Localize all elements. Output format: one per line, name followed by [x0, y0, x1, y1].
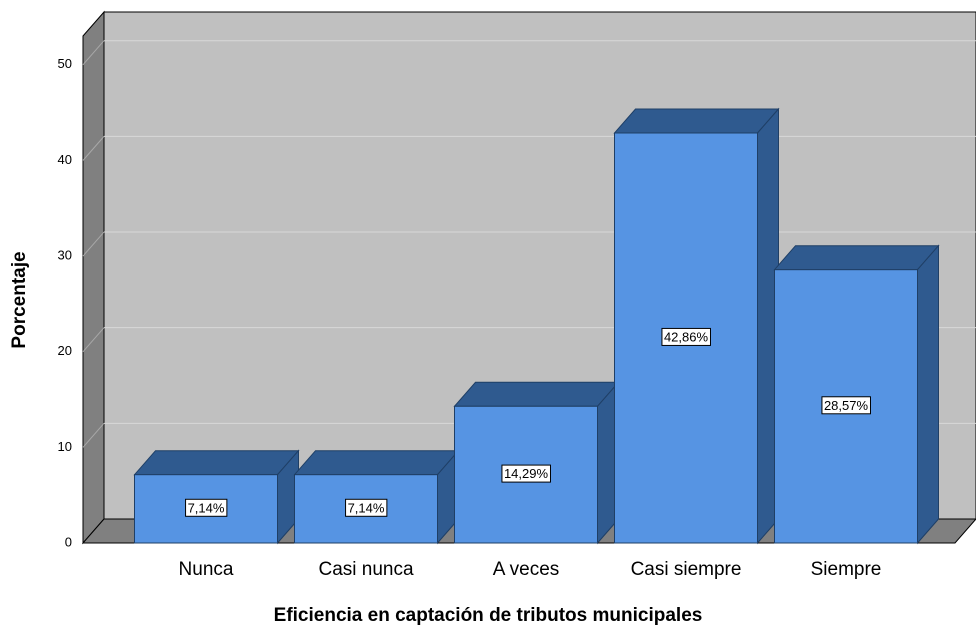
- x-tick-label: Casi siempre: [631, 559, 742, 580]
- x-tick-label: Casi nunca: [318, 559, 413, 580]
- y-tick-label: 20: [58, 343, 72, 358]
- value-label: 7,14%: [348, 500, 385, 515]
- y-tick-label: 10: [58, 439, 72, 454]
- value-label-box: [185, 498, 228, 517]
- grid-line: [82, 423, 105, 448]
- bar-side: [917, 244, 939, 545]
- value-label: 7,14%: [188, 500, 225, 515]
- y-tick-label: 50: [58, 56, 72, 71]
- bar-top: [773, 245, 940, 271]
- x-tick-label: Siempre: [811, 559, 882, 580]
- value-label-box: [345, 498, 388, 517]
- y-tick-label: 40: [58, 152, 72, 167]
- bar-top: [293, 450, 460, 476]
- y-tick-label: 30: [58, 247, 72, 262]
- grid-line: [82, 40, 105, 66]
- bar-top: [453, 381, 620, 407]
- grid-line: [82, 136, 105, 161]
- x-tick-label: A veces: [493, 559, 560, 580]
- grid-line: [82, 231, 105, 257]
- value-label: 14,29%: [504, 466, 549, 481]
- grid-line: [82, 327, 105, 353]
- value-label-box: [821, 396, 871, 415]
- value-label: 28,57%: [824, 398, 869, 413]
- x-axis-title: Eficiencia en captación de tributos muni…: [274, 605, 703, 626]
- x-tick-label: Nunca: [179, 559, 234, 580]
- bar-top: [613, 108, 780, 134]
- y-axis-title: Porcentaje: [9, 251, 30, 348]
- value-label: 42,86%: [664, 329, 709, 344]
- value-label-box: [661, 327, 711, 346]
- y-tick-label: 0: [65, 534, 72, 549]
- bar: [774, 269, 918, 544]
- value-label-box: [501, 464, 551, 483]
- bar-top: [133, 450, 300, 476]
- left-wall: [82, 10, 105, 545]
